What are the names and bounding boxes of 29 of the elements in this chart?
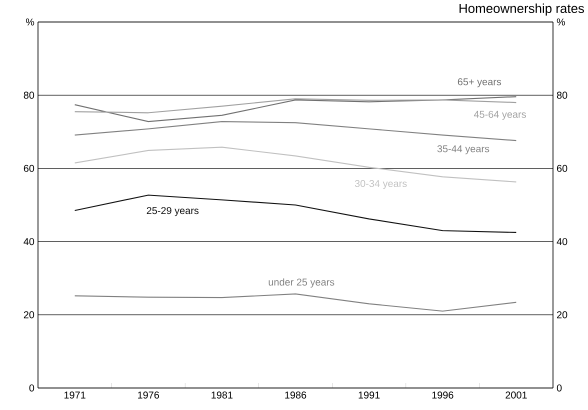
series-label: 30-34 years (354, 180, 407, 190)
line-series (74, 194, 517, 233)
y2-tick-label: 20 (557, 311, 568, 318)
y-tick-label: 0 (29, 384, 34, 392)
line-series (74, 293, 517, 312)
x-tick-label: 1971 (64, 392, 86, 399)
y2-tick-label: 40 (556, 238, 568, 246)
x-tick-label: 1976 (138, 392, 160, 399)
series-label: 25-29 years (146, 207, 199, 216)
x-tick-label: 1986 (285, 392, 306, 399)
x-tick-label: 1996 (432, 392, 454, 399)
line-series (74, 121, 517, 142)
series-label: 35-44 years (437, 145, 490, 154)
y-tick-label: 40 (24, 238, 34, 246)
y-tick-label: 60 (24, 164, 34, 172)
x-tick-label: 1981 (212, 392, 233, 399)
chart-title: Homeownership rates (460, 4, 584, 16)
y2-tick-label: % (556, 18, 566, 26)
y2-tick-label: 60 (557, 164, 568, 172)
y-tick-label: % (26, 18, 34, 26)
series-label: under 25 years (268, 278, 334, 288)
y-tick-label: 80 (24, 92, 34, 99)
y2-tick-label: 0 (556, 384, 562, 392)
x-tick-label: 2001 (506, 392, 527, 399)
y-tick-label: 20 (24, 311, 34, 318)
y2-tick-label: 80 (556, 92, 568, 99)
series-label: 65+ years (458, 78, 502, 88)
x-tick-label: 1991 (358, 392, 380, 399)
series-label: 45-64 years (474, 110, 526, 120)
